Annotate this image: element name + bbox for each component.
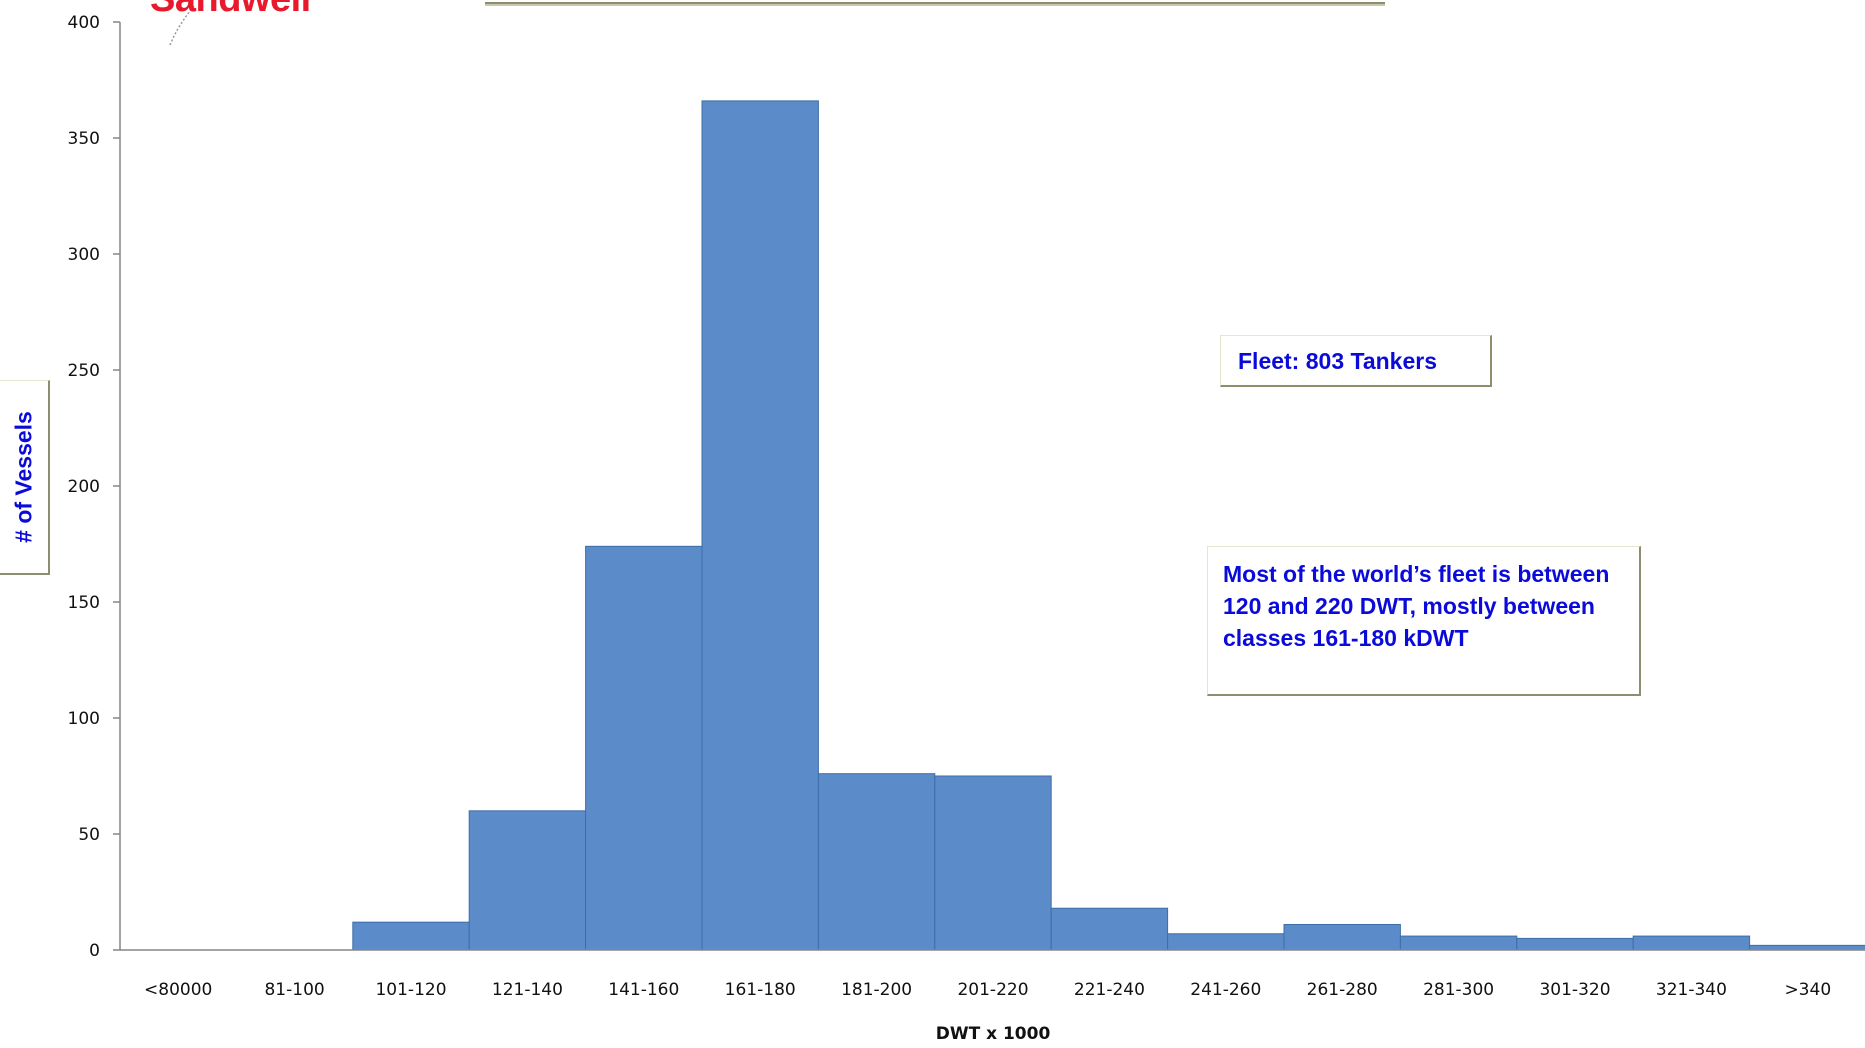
bar-301-320 — [1516, 937, 1634, 951]
fleet-count-text: Fleet: 803 Tankers — [1238, 348, 1438, 374]
y-tick-label: 150 — [68, 593, 100, 613]
x-tick-label: <80000 — [144, 980, 212, 1000]
x-tick-label: 101-120 — [375, 980, 446, 1000]
y-axis-label: # of Vessels — [10, 411, 37, 543]
y-tick-label: 0 — [89, 941, 100, 961]
bar-161-180 — [701, 100, 819, 951]
fleet-note-callout: Most of the world’s fleet is between 120… — [1207, 546, 1641, 696]
x-tick-label: 301-320 — [1539, 980, 1610, 1000]
x-tick-label: 221-240 — [1074, 980, 1145, 1000]
x-tick-label: 241-260 — [1190, 980, 1261, 1000]
fleet-note-text: Most of the world’s fleet is between 120… — [1223, 561, 1610, 651]
y-tick-label: 250 — [68, 361, 100, 381]
bar-201-220 — [934, 775, 1052, 951]
x-tick-label: 321-340 — [1656, 980, 1727, 1000]
bar-261-280 — [1283, 923, 1401, 951]
bar-141-160 — [585, 545, 703, 951]
y-tick-label: 50 — [78, 825, 100, 845]
bar-221-240 — [1050, 907, 1169, 951]
x-axis-label: DWT x 1000 — [935, 1024, 1051, 1044]
y-tick-label: 400 — [68, 13, 100, 33]
fleet-count-callout: Fleet: 803 Tankers — [1220, 335, 1492, 387]
x-tick-label: 201-220 — [957, 980, 1028, 1000]
bar-281-300 — [1399, 935, 1518, 951]
y-tick-label: 350 — [68, 129, 100, 149]
x-tick-label: 81-100 — [264, 980, 324, 1000]
y-tick-label: 100 — [68, 709, 100, 729]
company-logo: Sandwell — [150, 0, 311, 21]
x-tick-label: 161-180 — [725, 980, 796, 1000]
bar-181-200 — [817, 773, 936, 951]
bar-241-260 — [1167, 933, 1285, 951]
y-tick-label: 300 — [68, 245, 100, 265]
x-tick-label: 281-300 — [1423, 980, 1494, 1000]
x-tick-label: 181-200 — [841, 980, 912, 1000]
bar-101-120 — [352, 921, 470, 951]
top-banner-box — [485, 0, 1385, 4]
x-tick-label: 261-280 — [1307, 980, 1378, 1000]
y-tick-label: 200 — [68, 477, 100, 497]
bar-121-140 — [468, 810, 587, 951]
y-axis-label-box — [0, 380, 50, 575]
bar-321-340 — [1632, 935, 1751, 951]
x-tick-label: >340 — [1784, 980, 1831, 1000]
x-tick-label: 141-160 — [608, 980, 679, 1000]
x-tick-label: 121-140 — [492, 980, 563, 1000]
